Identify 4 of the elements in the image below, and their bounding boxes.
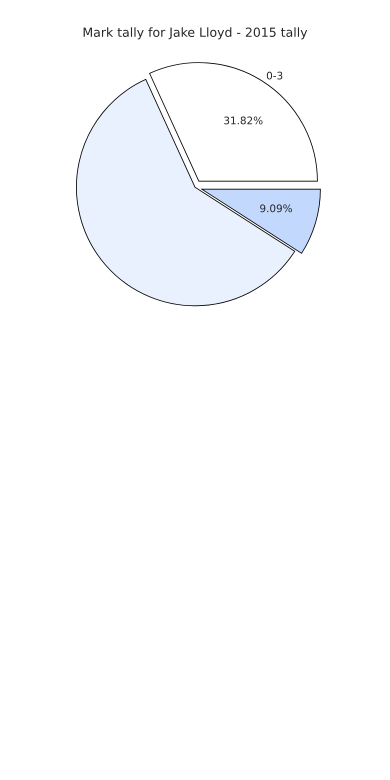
- data-label: 31.82%: [224, 116, 263, 124]
- slice-label: 0-3: [266, 72, 282, 80]
- chart-title: Mark tally for Jake Lloyd - 2015 tally: [84, 27, 308, 40]
- data-label: 9.09%: [260, 204, 292, 212]
